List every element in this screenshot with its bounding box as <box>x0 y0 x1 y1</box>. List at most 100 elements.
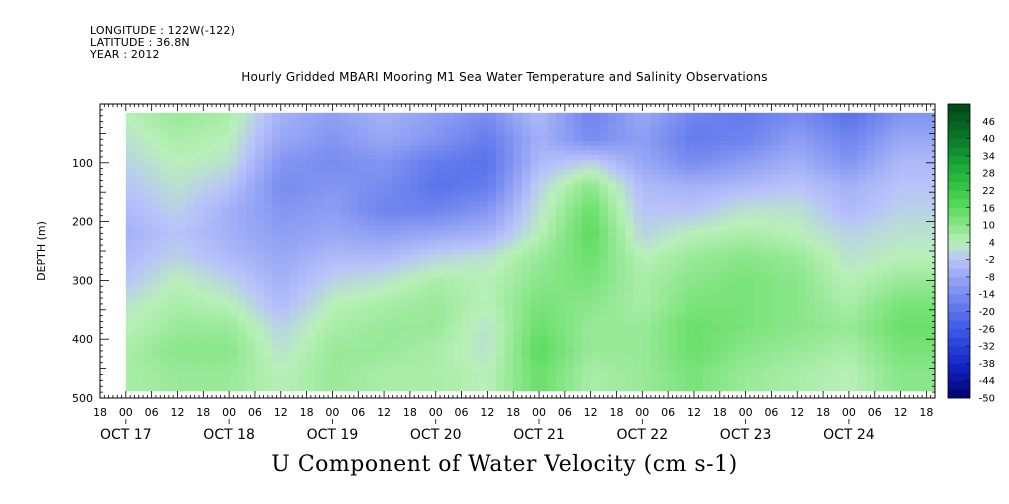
heatmap-cell <box>625 263 635 269</box>
heatmap-cell <box>246 206 256 212</box>
heatmap-cell <box>358 164 368 170</box>
heatmap-cell <box>539 390 549 392</box>
heatmap-cell <box>237 263 247 269</box>
heatmap-cell <box>771 249 781 255</box>
heatmap-cell <box>668 329 678 335</box>
heatmap-cell <box>280 343 290 349</box>
heatmap-cell <box>418 206 428 212</box>
heatmap-cell <box>297 272 307 278</box>
heatmap-cell <box>151 192 161 198</box>
heatmap-cell <box>186 221 196 227</box>
heatmap-cell <box>134 192 144 198</box>
heatmap-cell <box>418 136 428 142</box>
year-label: YEAR : 2012 <box>90 48 160 61</box>
heatmap-cell <box>831 305 841 311</box>
heatmap-cell <box>280 329 290 335</box>
heatmap-cell <box>831 315 841 321</box>
heatmap-cell <box>409 136 419 142</box>
heatmap-cell <box>564 329 574 335</box>
heatmap-cell <box>521 329 531 335</box>
heatmap-cell <box>297 352 307 358</box>
heatmap-cell <box>607 362 617 368</box>
heatmap-cell <box>573 371 583 377</box>
heatmap-cell <box>246 197 256 203</box>
heatmap-cell <box>392 136 402 142</box>
heatmap-cell <box>805 141 815 147</box>
heatmap-cell <box>771 300 781 307</box>
heatmap-cell <box>392 329 402 335</box>
heatmap-cell <box>203 183 213 189</box>
heatmap-cell <box>805 324 815 330</box>
heatmap-cell <box>616 206 626 212</box>
heatmap-cell <box>487 277 497 283</box>
heatmap-cell <box>513 362 523 368</box>
heatmap-cell <box>341 324 351 330</box>
heatmap-cell <box>495 150 505 156</box>
heatmap-cell <box>539 300 549 307</box>
heatmap-cell <box>797 343 807 349</box>
heatmap-cell <box>590 206 600 212</box>
heatmap-cell <box>831 192 841 198</box>
heatmap-cell <box>788 150 798 156</box>
heatmap-cell <box>186 390 196 392</box>
heatmap-cell <box>478 117 488 123</box>
heatmap-cell <box>521 286 531 292</box>
heatmap-cell <box>272 277 282 283</box>
heatmap-cell <box>263 173 273 180</box>
heatmap-cell <box>823 239 833 245</box>
heatmap-cell <box>418 352 428 358</box>
heatmap-cell <box>194 380 204 387</box>
heatmap-cell <box>616 155 626 161</box>
heatmap-cell <box>642 244 652 250</box>
heatmap-cell <box>530 343 540 349</box>
heatmap-cell <box>762 136 772 142</box>
heatmap-cell <box>728 131 738 137</box>
heatmap-cell <box>590 235 600 241</box>
heatmap-cell <box>418 258 428 264</box>
heatmap-cell <box>676 188 686 194</box>
heatmap-cell <box>341 188 351 194</box>
heatmap-cell <box>315 150 325 156</box>
heatmap-cell <box>762 385 772 391</box>
heatmap-cell <box>125 371 135 377</box>
heatmap-cell <box>461 376 471 382</box>
heatmap-cell <box>547 263 557 269</box>
heatmap-cell <box>668 371 678 377</box>
heatmap-cell <box>366 272 376 278</box>
heatmap-cell <box>513 235 523 241</box>
heatmap-cell <box>771 329 781 335</box>
heatmap-cell <box>762 329 772 335</box>
heatmap-cell <box>160 221 170 227</box>
heatmap-cell <box>246 362 256 368</box>
heatmap-cell <box>160 319 170 325</box>
heatmap-cell <box>728 183 738 189</box>
heatmap-cell <box>547 173 557 180</box>
heatmap-cell <box>470 230 480 236</box>
heatmap-cell <box>633 300 643 307</box>
heatmap-cell <box>297 244 307 250</box>
heatmap-cell <box>358 183 368 189</box>
heatmap-cell <box>289 202 299 208</box>
heatmap-cell <box>762 390 772 392</box>
heatmap-cell <box>341 192 351 198</box>
heatmap-cell <box>186 329 196 335</box>
heatmap-cell <box>607 145 617 151</box>
heatmap-cell <box>487 225 497 231</box>
heatmap-cell <box>582 126 592 133</box>
heatmap-cell <box>539 206 549 212</box>
heatmap-cell <box>194 230 204 236</box>
heatmap-cell <box>745 145 755 151</box>
heatmap-cell <box>702 268 712 274</box>
heatmap-cell <box>599 173 609 180</box>
heatmap-cell <box>702 221 712 227</box>
heatmap-cell <box>711 324 721 330</box>
heatmap-cell <box>823 366 833 372</box>
heatmap-cell <box>263 206 273 212</box>
heatmap-cell <box>461 338 471 344</box>
heatmap-cell <box>547 183 557 189</box>
heatmap-cell <box>418 221 428 227</box>
heatmap-cell <box>315 357 325 363</box>
heatmap-cell <box>194 244 204 250</box>
heatmap-cell <box>711 376 721 382</box>
heatmap-cell <box>702 112 712 118</box>
